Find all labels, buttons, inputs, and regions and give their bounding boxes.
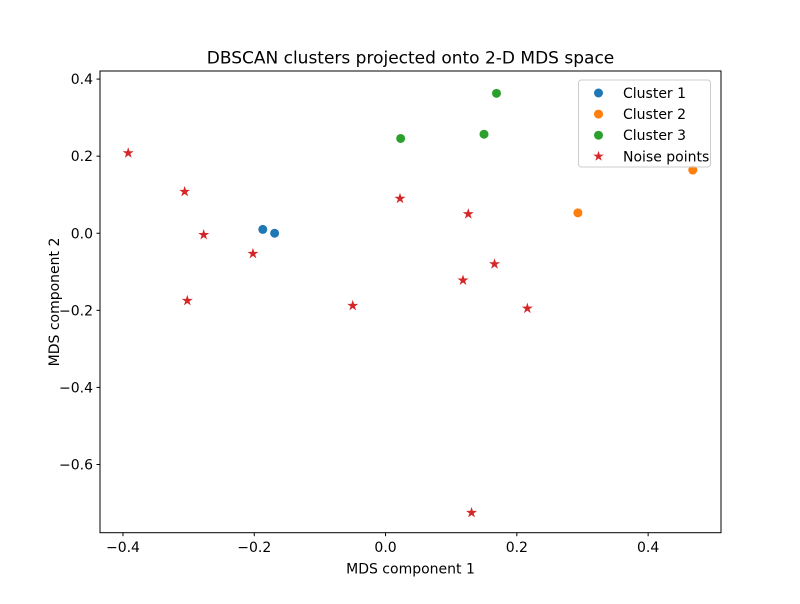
- scatter-point-cluster-1: [270, 228, 280, 238]
- x-tick-label: 0.0: [374, 540, 396, 556]
- scatter-point-noise-points: [521, 302, 533, 314]
- scatter-point-cluster-3: [491, 88, 501, 98]
- axes-group: −0.4 −0.2 0.0 0.2 0.4 0.4 0.2 0.0 −0.2 −0.4 −0.6 Cl…: [59, 70, 722, 556]
- scatter-point-noise-points: [198, 228, 210, 240]
- legend-marker-cluster-1: [594, 88, 603, 98]
- scatter-point-noise-points: [179, 185, 191, 197]
- scatter-point-cluster-3: [479, 129, 489, 139]
- x-tick-label: −0.2: [237, 540, 271, 556]
- legend-marker-cluster-2: [594, 109, 603, 119]
- legend-marker-cluster-3: [594, 130, 603, 140]
- y-tick-label: 0.2: [71, 149, 93, 165]
- y-tick-label: −0.6: [59, 457, 93, 473]
- scatter-point-noise-points: [489, 258, 501, 269]
- y-tick-label: −0.4: [59, 380, 93, 396]
- y-tick-label: 0.0: [71, 226, 93, 242]
- legend-label-noise-points: Noise points: [623, 149, 709, 165]
- x-tick-label: 0.4: [637, 540, 659, 556]
- scatter-point-cluster-2: [688, 165, 698, 175]
- y-tick-label: −0.2: [59, 303, 93, 319]
- y-axis-label: MDS component 2: [47, 238, 63, 367]
- scatter-point-noise-points: [181, 294, 193, 306]
- x-tick-label: −0.4: [106, 540, 140, 556]
- legend-label-cluster-3: Cluster 3: [623, 128, 686, 144]
- chart-title: DBSCAN clusters projected onto 2-D MDS s…: [207, 49, 615, 69]
- legend-label-cluster-1: Cluster 1: [623, 86, 686, 102]
- scatter-point-noise-points: [457, 274, 469, 285]
- scatter-point-noise-points: [462, 208, 474, 219]
- x-tick-label: 0.2: [506, 540, 528, 556]
- scatter-point-cluster-1: [258, 224, 268, 234]
- plot-frame: [99, 70, 722, 534]
- legend-marker-noise-points: [593, 150, 604, 161]
- scatter-point-noise-points: [122, 147, 134, 158]
- scatter-point-cluster-2: [573, 208, 583, 218]
- y-tick-label: 0.4: [71, 72, 93, 88]
- scatter-point-noise-points: [394, 192, 406, 204]
- x-axis-label: MDS component 1: [346, 562, 475, 578]
- scatter-point-noise-points: [247, 247, 259, 259]
- scatter-point-cluster-3: [396, 133, 406, 143]
- legend-label-cluster-2: Cluster 2: [623, 107, 686, 123]
- scatter-point-noise-points: [347, 299, 359, 311]
- scatter-point-noise-points: [466, 506, 478, 518]
- legend-box: [578, 79, 711, 168]
